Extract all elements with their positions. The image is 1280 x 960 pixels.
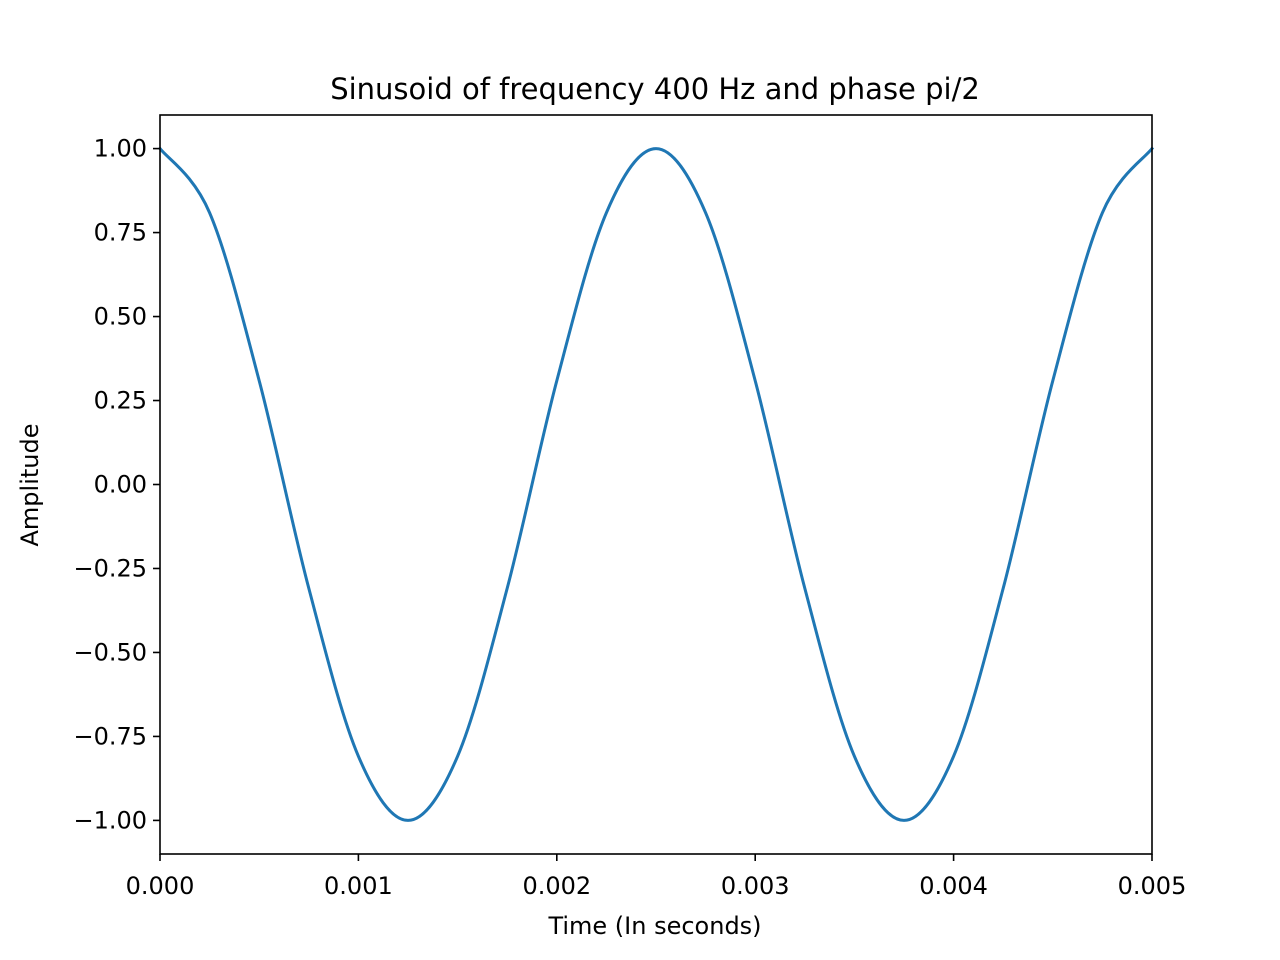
- y-tick-label: −1.00: [73, 806, 147, 834]
- y-tick-label: 0.25: [94, 387, 147, 415]
- series-line: [157, 146, 1155, 822]
- x-tick-label: 0.001: [324, 872, 393, 900]
- y-axis-ticks: 1.00 0.75 0.50 0.25 0.00 −0.25 −0.50 −0.75 −1.00: [73, 135, 160, 834]
- chart-title: Sinusoid of frequency 400 Hz and phase p…: [330, 72, 980, 106]
- y-tick-label: −0.75: [73, 722, 147, 750]
- x-tick-label: 0.003: [721, 872, 790, 900]
- y-tick-label: 0.50: [94, 303, 147, 331]
- y-tick-label: −0.50: [73, 638, 147, 666]
- y-tick-label: 0.75: [94, 219, 147, 247]
- plot-area: [157, 146, 1155, 822]
- y-axis-label: Amplitude: [16, 424, 44, 547]
- x-tick-label: 0.000: [126, 872, 195, 900]
- x-tick-label: 0.004: [919, 872, 988, 900]
- x-axis-ticks: 0.000 0.001 0.002 0.003 0.004 0.005: [126, 854, 1187, 900]
- y-tick-label: 0.00: [94, 471, 147, 499]
- x-tick-label: 0.005: [1118, 872, 1187, 900]
- y-tick-label: −0.25: [73, 554, 147, 582]
- x-tick-label: 0.002: [522, 872, 591, 900]
- y-tick-label: 1.00: [94, 135, 147, 163]
- x-axis-label: Time (In seconds): [547, 912, 761, 940]
